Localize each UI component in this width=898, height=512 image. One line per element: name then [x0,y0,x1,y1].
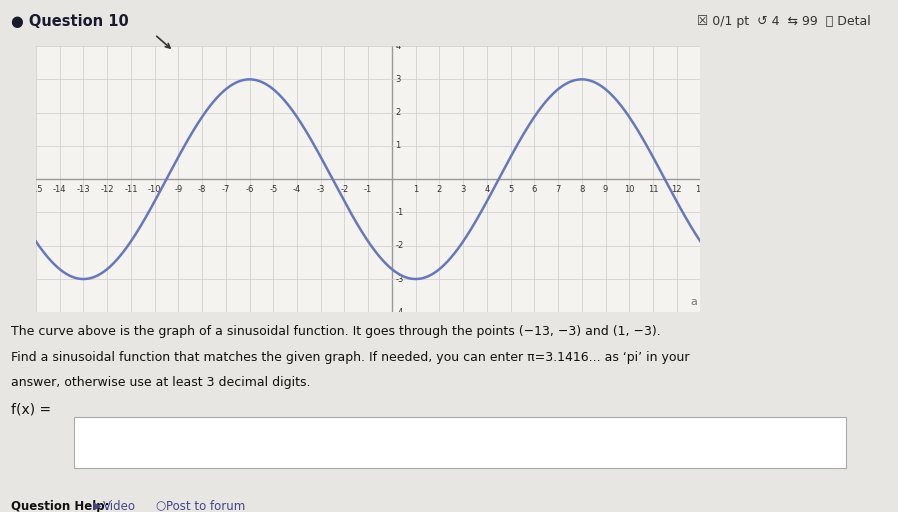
Text: Find a sinusoidal function that matches the given graph. If needed, you can ente: Find a sinusoidal function that matches … [11,351,690,364]
Text: -13: -13 [76,185,90,194]
Text: -1: -1 [364,185,373,194]
Text: -4: -4 [395,308,404,317]
Text: Question Help:: Question Help: [11,500,110,512]
Text: 12: 12 [672,185,682,194]
Text: 7: 7 [555,185,560,194]
Text: -3: -3 [395,274,404,284]
Text: 2: 2 [395,108,401,117]
Text: -12: -12 [101,185,114,194]
Text: a: a [691,297,697,307]
Text: -10: -10 [148,185,162,194]
Text: ▶: ▶ [94,501,101,511]
Text: ☒ 0/1 pt  ↺ 4  ⇆ 99  ⓘ Detal: ☒ 0/1 pt ↺ 4 ⇆ 99 ⓘ Detal [698,15,871,28]
Text: 5: 5 [508,185,513,194]
Text: -6: -6 [245,185,254,194]
Text: -2: -2 [395,241,404,250]
Text: 1: 1 [395,141,401,151]
Text: 9: 9 [603,185,608,194]
Text: ○: ○ [155,500,165,512]
Text: -3: -3 [316,185,325,194]
Text: -15: -15 [29,185,43,194]
Text: 3: 3 [461,185,466,194]
Text: 3: 3 [395,75,401,84]
Text: The curve above is the graph of a sinusoidal function. It goes through the point: The curve above is the graph of a sinuso… [11,325,661,338]
Text: Video: Video [103,500,136,512]
Text: f(x) =: f(x) = [11,403,51,417]
Text: -1: -1 [395,208,404,217]
Text: 10: 10 [624,185,635,194]
Text: 4: 4 [484,185,489,194]
Text: 8: 8 [579,185,585,194]
Text: 13: 13 [695,185,706,194]
Text: Post to forum: Post to forum [166,500,245,512]
Text: -14: -14 [53,185,66,194]
Text: -9: -9 [174,185,182,194]
Text: 2: 2 [436,185,442,194]
Text: answer, otherwise use at least 3 decimal digits.: answer, otherwise use at least 3 decimal… [11,376,311,389]
Text: 11: 11 [647,185,658,194]
Text: -4: -4 [293,185,301,194]
Text: -5: -5 [269,185,277,194]
Text: -8: -8 [198,185,207,194]
Text: 1: 1 [413,185,418,194]
Text: 6: 6 [532,185,537,194]
Text: ● Question 10: ● Question 10 [11,14,128,29]
Text: -11: -11 [124,185,137,194]
Text: -7: -7 [222,185,230,194]
Text: 4: 4 [395,41,401,51]
Text: -2: -2 [340,185,348,194]
